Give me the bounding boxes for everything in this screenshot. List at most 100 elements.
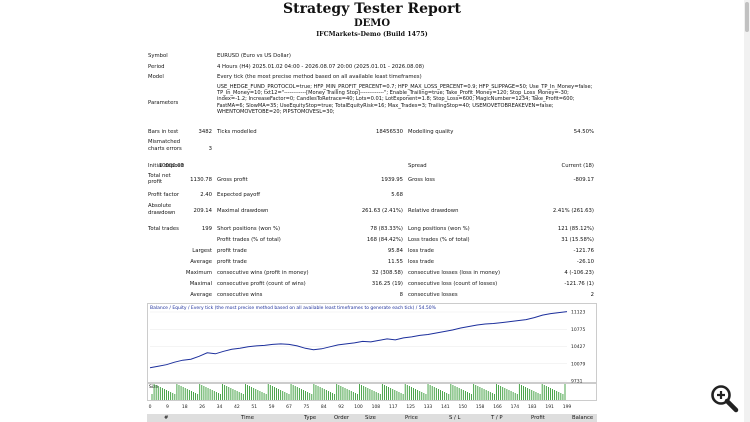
report-title: Strategy Tester Report	[283, 1, 461, 17]
largest-profit-label: profit trade	[217, 248, 247, 254]
chart-x-axis: 0 9 18 26 34 42 51 59 67 75 84 92 100 108 117 125 133 141…	[149, 404, 572, 410]
average2-profit-label: consecutive wins	[217, 292, 263, 298]
largest-profit-value: 95.84	[387, 248, 403, 254]
x-tick-label: 183	[528, 404, 537, 410]
maximum-profit-value: 32 (308.58)	[371, 270, 403, 276]
symbol-value: EURUSD (Euro vs US Dollar)	[217, 53, 291, 59]
x-tick-label: 125	[406, 404, 415, 410]
md-value: 261.63 (2.41%)	[361, 208, 403, 214]
zoom-in-icon[interactable]	[709, 383, 739, 413]
period-value: 4 Hours (H4) 2025.01.02 04:00 - 2026.08.…	[217, 64, 425, 70]
balance-chart: 11123 10775 10427 10079 9731 Balance / Equit…	[147, 303, 597, 383]
volume-chart: Size	[147, 383, 597, 401]
ticks-value: 18456530	[376, 129, 403, 135]
maximum-label: Maximum	[185, 270, 212, 276]
x-tick-label: 199	[563, 404, 572, 410]
rd-label: Relative drawdown	[408, 208, 459, 214]
x-tick-label: 133	[424, 404, 433, 410]
long-value: 121 (85.12%)	[557, 226, 594, 232]
y-tick-label: 10079	[571, 361, 585, 367]
page-scrollbar[interactable]	[744, 0, 750, 422]
x-tick-label: 117	[389, 404, 398, 410]
netprofit-label-2: profit	[148, 179, 163, 185]
gross-profit-label: Gross profit	[217, 177, 248, 183]
maximum-loss-value: 4 (-106.23)	[564, 270, 594, 276]
parameters-label: Parameters	[148, 100, 179, 106]
col-price: Price	[405, 415, 418, 421]
x-tick-label: 75	[304, 404, 310, 410]
chart-lines	[149, 311, 568, 369]
model-label: Model	[148, 74, 164, 80]
pf-label: Profit factor	[148, 192, 180, 198]
volume-bars	[151, 384, 566, 400]
x-tick-label: 9	[166, 404, 169, 410]
parameters-value: USE_HEDGE_FUND_PROTOCOL=true; HFP_MIN_PR…	[217, 84, 593, 115]
quality-value: 54.50%	[573, 129, 594, 135]
spread-label: Spread	[408, 163, 427, 169]
dd-value: 209.14	[193, 208, 212, 214]
col-tp: T / P	[491, 415, 503, 421]
gross-loss-value: -809.17	[573, 177, 594, 183]
largest-loss-label: loss trade	[408, 248, 435, 254]
report-subtitle: DEMO	[353, 18, 391, 29]
x-tick-label: 84	[321, 404, 327, 410]
maximal-label: Maximal	[189, 281, 212, 287]
average-profit-label: profit trade	[217, 259, 247, 265]
period-label: Period	[148, 64, 165, 70]
series-line-balance	[149, 311, 568, 369]
long-label: Long positions (won %)	[408, 226, 470, 232]
short-value: 78 (83.33%)	[370, 226, 403, 232]
x-tick-label: 42	[234, 404, 240, 410]
chart-grid	[150, 311, 567, 382]
gross-loss-label: Gross loss	[408, 177, 435, 183]
ep-value: 5.68	[391, 192, 403, 198]
gross-profit-value: 1939.95	[381, 177, 403, 183]
col-profit: Profit	[531, 415, 545, 421]
average2-label: Average	[190, 292, 212, 298]
mismatched-value: 3	[208, 146, 212, 152]
x-tick-label: 51	[251, 404, 257, 410]
rd-value: 2.41% (261.63)	[552, 208, 594, 214]
pf-value: 2.40	[200, 192, 212, 198]
symbol-label: Symbol	[148, 53, 168, 59]
col-number: #	[164, 415, 169, 421]
x-tick-label: 174	[511, 404, 520, 410]
average-loss-value: -26.10	[576, 259, 594, 265]
largest-label: Largest	[192, 248, 212, 254]
col-order: Order	[334, 415, 350, 421]
mismatched-label-2: charts errors	[148, 146, 182, 152]
scrollbar-thumb[interactable]	[745, 2, 749, 32]
x-tick-label: 150	[458, 404, 467, 410]
dd-label-2: drawdown	[148, 210, 176, 216]
mismatched-label-1: Mismatched	[148, 139, 181, 145]
chart-y-ticks: 11123 10775 10427 10079 9731	[571, 310, 585, 383]
average2-loss-label: consecutive losses	[408, 292, 458, 298]
pt-label: Profit trades (% of total)	[217, 237, 281, 243]
largest-loss-value: -121.76	[573, 248, 594, 254]
maximum-profit-label: consecutive wins (profit in money)	[217, 270, 309, 276]
maximal-profit-value: 316.25 (19)	[371, 281, 403, 287]
deposit-value: 10000.00	[158, 163, 184, 169]
quality-label: Modelling quality	[408, 129, 454, 135]
pt-value: 168 (84.42%)	[366, 237, 403, 243]
lt-label: Loss trades (% of total)	[408, 237, 470, 243]
chart-title: Balance / Equity / Every tick (the most …	[150, 305, 437, 311]
average-loss-label: loss trade	[408, 259, 435, 265]
y-tick-label: 10775	[571, 327, 585, 333]
average2-profit-value: 8	[399, 292, 403, 298]
x-tick-label: 100	[354, 404, 363, 410]
x-tick-label: 59	[269, 404, 275, 410]
short-label: Short positions (won %)	[217, 226, 281, 232]
col-type: Type	[304, 415, 317, 421]
ticks-label: Ticks modelled	[217, 129, 257, 135]
dd-label-1: Absolute	[148, 203, 172, 209]
col-balance: Balance	[572, 415, 594, 421]
server-name: IFCMarkets-Demo (Build 1475)	[316, 31, 428, 38]
x-tick-label: 0	[149, 404, 152, 410]
maximum-loss-label: consecutive losses (loss in money)	[408, 270, 501, 276]
x-tick-label: 158	[476, 404, 485, 410]
x-tick-label: 191	[545, 404, 554, 410]
y-tick-label: 11123	[571, 310, 585, 316]
netprofit-value: 1130.78	[190, 177, 212, 183]
x-tick-label: 166	[493, 404, 502, 410]
